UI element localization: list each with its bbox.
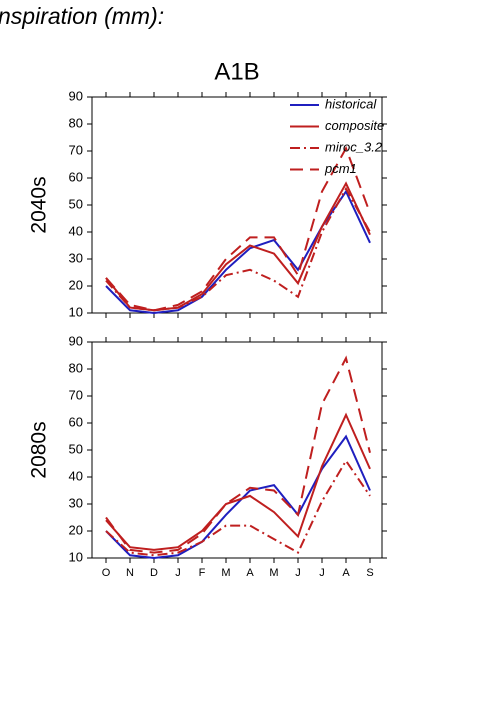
- page-header: nspiration (mm):: [0, 3, 164, 29]
- y-tick-label: 40: [69, 468, 83, 483]
- y-axis-label: 2080s: [28, 421, 51, 478]
- x-tick-label: D: [150, 567, 158, 579]
- x-tick-label: O: [102, 567, 111, 579]
- y-tick-label: 60: [69, 414, 83, 429]
- x-tick-label: N: [126, 567, 134, 579]
- y-tick-label: 70: [69, 142, 83, 157]
- x-tick-label: A: [246, 567, 254, 579]
- y-tick-label: 30: [69, 250, 83, 265]
- x-tick-label: M: [221, 567, 230, 579]
- data-line: [105, 434, 371, 560]
- legend-label: composite: [325, 118, 384, 133]
- x-tick-label: J: [175, 567, 181, 579]
- y-tick-label: 90: [69, 88, 83, 103]
- legend-label: historical: [325, 96, 377, 111]
- x-tick-label: J: [295, 567, 301, 579]
- data-line: [105, 412, 371, 551]
- data-line: [105, 181, 371, 312]
- data-line: [105, 458, 371, 557]
- y-tick-label: 40: [69, 223, 83, 238]
- y-tick-label: 10: [69, 304, 83, 319]
- y-tick-label: 60: [69, 169, 83, 184]
- y-tick-label: 20: [69, 522, 83, 537]
- y-axis-label: 2040s: [28, 176, 51, 233]
- y-tick-label: 30: [69, 495, 83, 510]
- y-tick-label: 90: [69, 333, 83, 348]
- chart-title: A1B: [214, 58, 259, 85]
- y-tick-label: 20: [69, 277, 83, 292]
- x-tick-label: M: [269, 567, 278, 579]
- data-line: [105, 145, 371, 312]
- legend-label: miroc_3.2: [325, 139, 383, 154]
- x-tick-label: S: [366, 567, 373, 579]
- y-tick-label: 80: [69, 115, 83, 130]
- x-tick-label: J: [319, 567, 325, 579]
- y-tick-label: 70: [69, 387, 83, 402]
- x-tick-label: A: [342, 567, 350, 579]
- x-tick-label: F: [199, 567, 206, 579]
- y-tick-label: 10: [69, 549, 83, 564]
- y-tick-label: 50: [69, 441, 83, 456]
- data-line: [105, 186, 371, 312]
- data-line: [105, 355, 371, 554]
- y-tick-label: 80: [69, 360, 83, 375]
- y-tick-label: 50: [69, 196, 83, 211]
- legend-label: pcm1: [324, 161, 357, 176]
